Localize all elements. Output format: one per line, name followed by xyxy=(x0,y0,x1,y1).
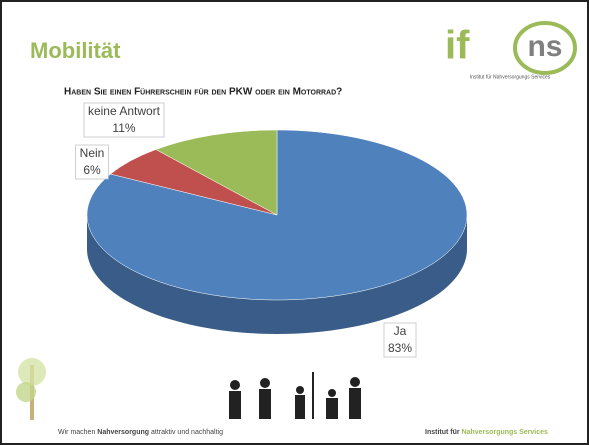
question: Haben Sie einen Führerschein für den PKW… xyxy=(64,87,342,98)
footer-text: Nahversorgungs Services xyxy=(462,429,548,436)
label-name: Ja xyxy=(394,324,407,338)
pie-slice xyxy=(155,129,278,216)
footer-text: Nahversorgung xyxy=(97,429,149,436)
tree-crown xyxy=(16,382,36,402)
pole xyxy=(312,372,314,419)
logo-ring xyxy=(513,21,577,75)
person xyxy=(295,395,305,419)
person xyxy=(229,391,241,419)
label-box xyxy=(83,102,165,138)
logo-left: if xyxy=(445,24,470,68)
person xyxy=(328,389,336,397)
person xyxy=(230,380,240,390)
person xyxy=(259,389,271,419)
footer-right: Institut für Nahversorgungs Services xyxy=(425,429,548,436)
label-value: 11% xyxy=(112,121,135,135)
footer-left: Wir machen Nahversorgung attraktiv und n… xyxy=(58,429,223,436)
tree-illustration xyxy=(16,358,46,420)
pie-side xyxy=(87,215,467,334)
label-box xyxy=(383,322,417,358)
logo-right: ns xyxy=(527,30,562,63)
logo-caption: Institut für Nahversorgungs Services xyxy=(470,74,551,80)
person xyxy=(260,378,270,388)
label-name: keine Antwort xyxy=(88,104,161,118)
footer-text: Wir machen xyxy=(58,429,97,436)
label-box xyxy=(75,144,109,180)
person xyxy=(326,398,338,419)
label-value: 83% xyxy=(388,341,412,355)
person xyxy=(349,388,361,419)
slide-title: Mobilität xyxy=(30,38,121,63)
people-illustration xyxy=(229,372,361,419)
person xyxy=(296,386,304,394)
footer-text: attraktiv und nachhaltig xyxy=(149,429,223,436)
tree-crown xyxy=(18,358,46,386)
pie: Ja 83% Nein 6% keine Antwort 11% xyxy=(75,102,468,358)
label-name: Nein xyxy=(80,146,105,160)
footer-text: Institut für xyxy=(425,429,462,436)
logo: if ns Institut für Nahversorgungs Servic… xyxy=(445,21,577,80)
label-value: 6% xyxy=(83,163,101,177)
person xyxy=(350,377,360,387)
